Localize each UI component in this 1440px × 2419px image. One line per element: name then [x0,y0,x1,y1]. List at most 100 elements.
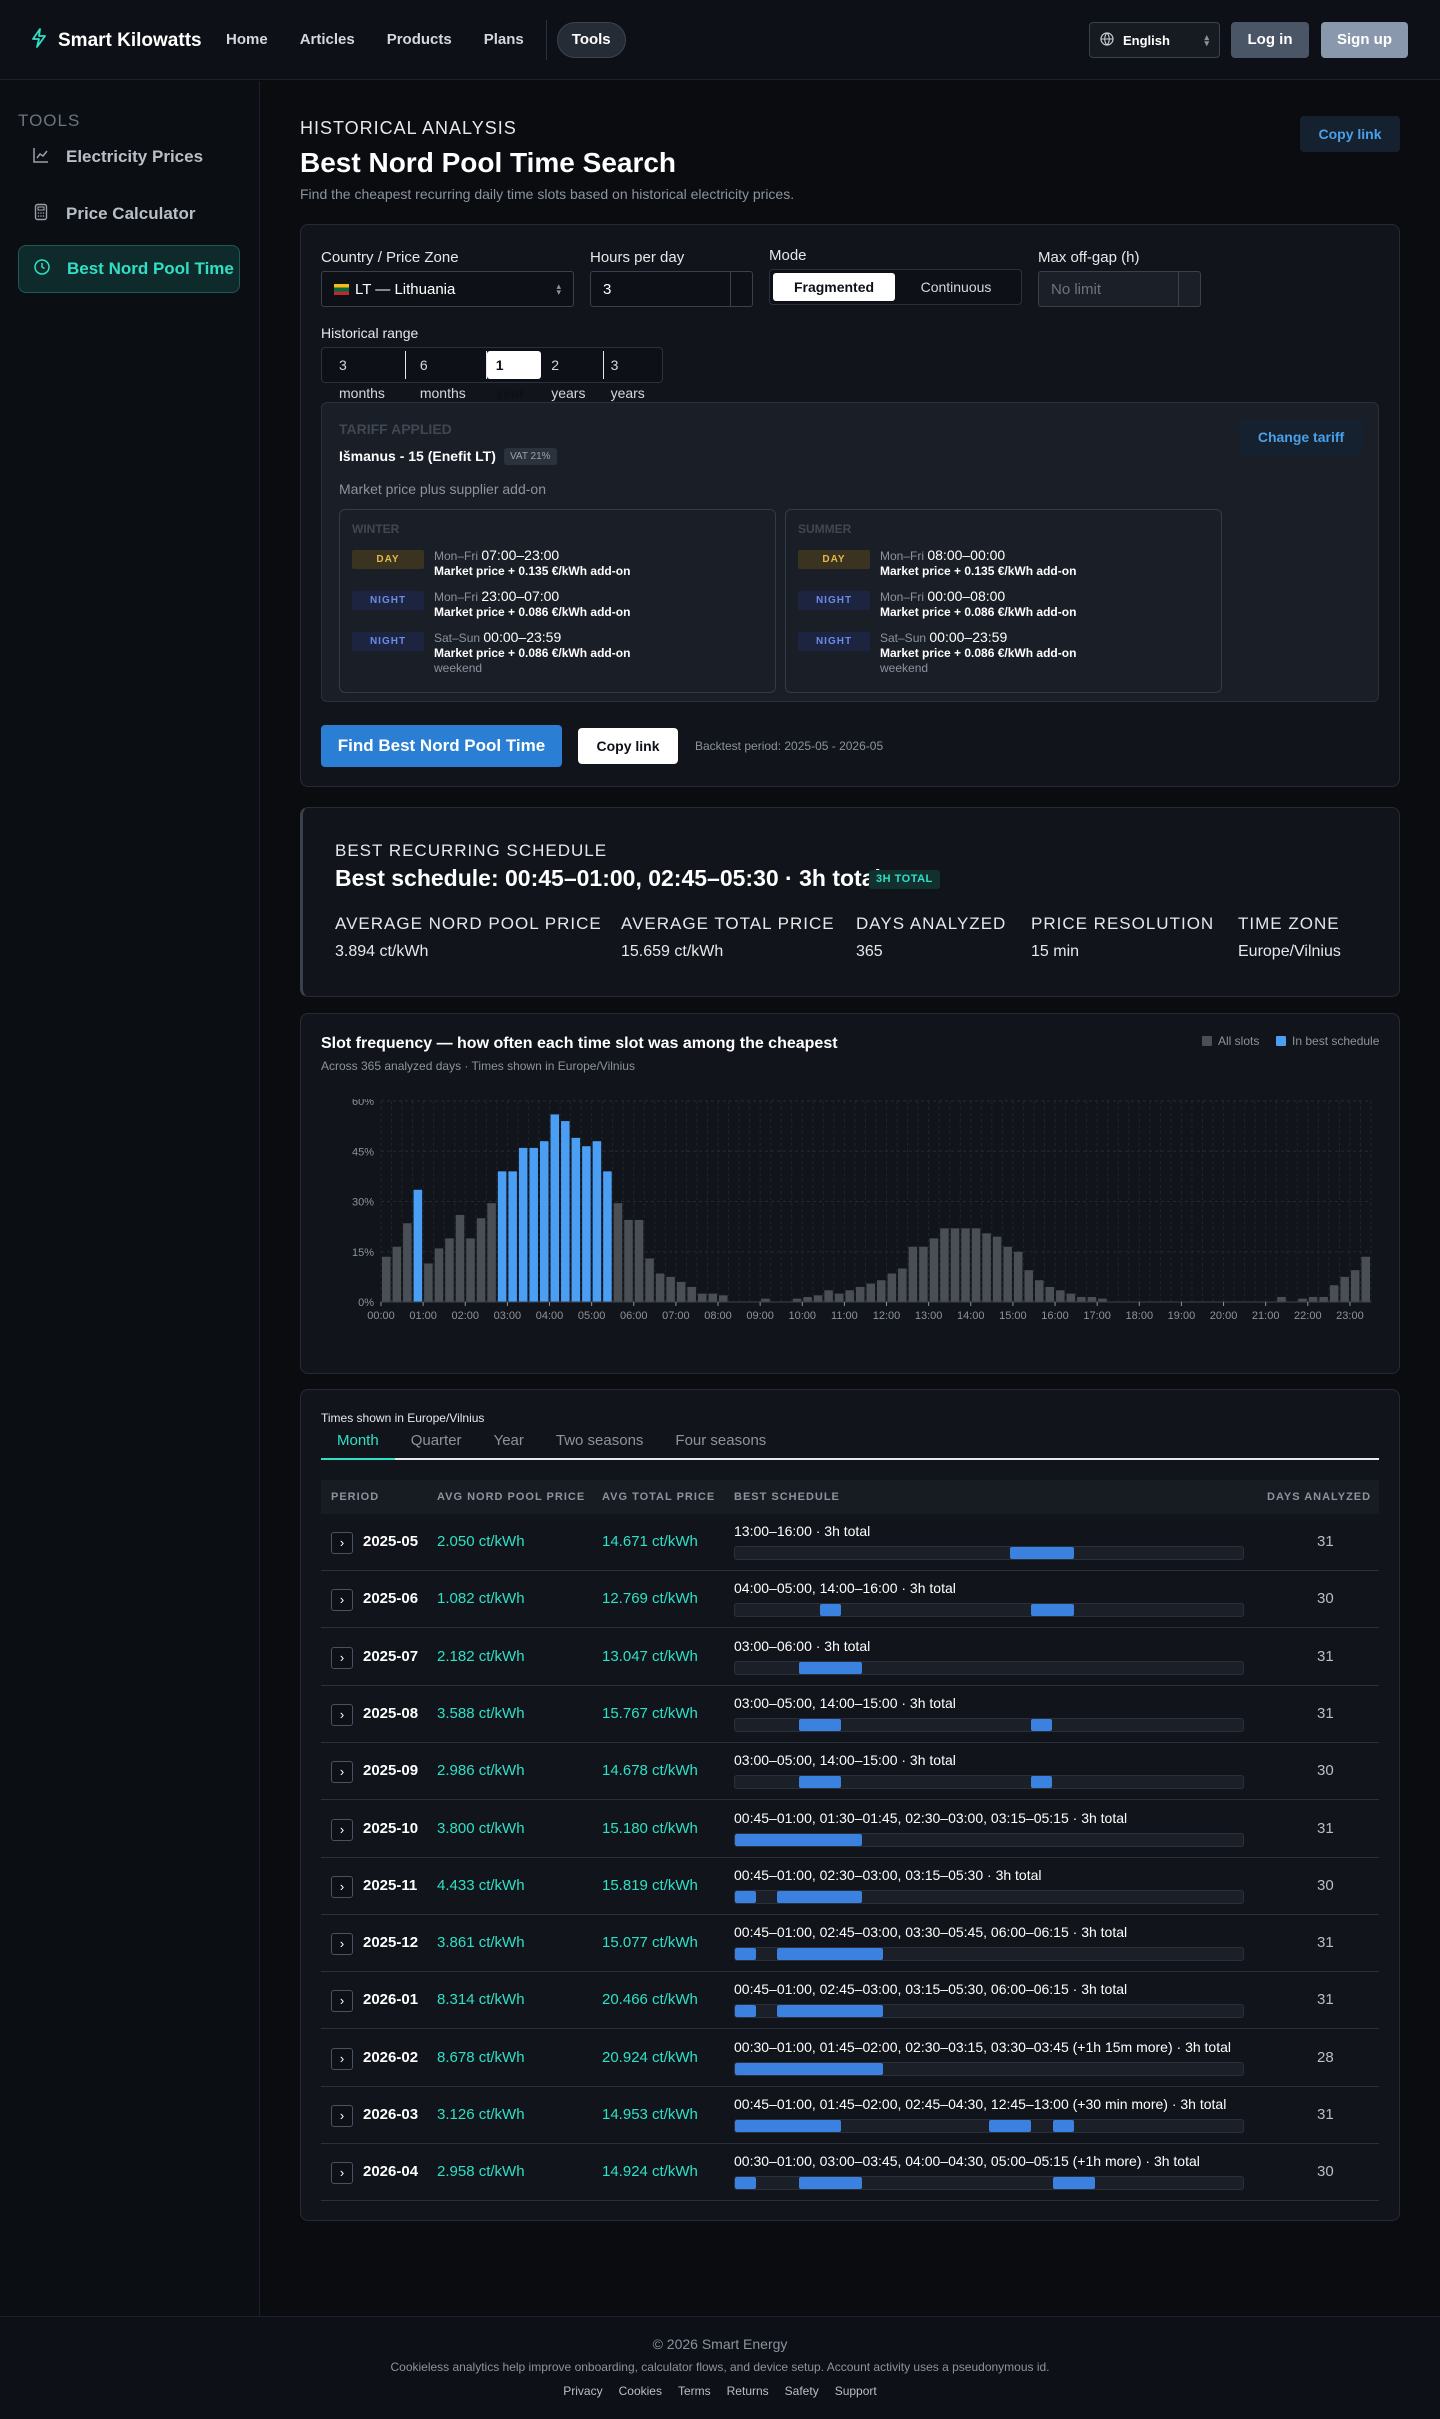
table-row: › 2026-02 8.678 ct/kWh 20.924 ct/kWh 00:30–0… [321,2030,1379,2087]
mode-continuous-button[interactable]: Continuous [920,279,992,295]
footer-link-safety[interactable]: Safety [784,2384,819,2398]
row-avg-nord-pool: 3.126 ct/kWh [437,2106,525,2123]
table-row: › 2025-10 3.800 ct/kWh 15.180 ct/kWh 00:45–0… [321,1801,1379,1858]
column-header: AVG NORD POOL PRICE [437,1491,586,1503]
range-label: Historical range [321,325,419,341]
nav-products[interactable]: Products [386,31,452,48]
gap-stepper[interactable] [1178,272,1200,306]
bar-slot [392,1246,402,1302]
tab-year[interactable]: Year [493,1432,524,1449]
hours-input[interactable]: 3 [590,271,753,307]
expand-row-button[interactable]: › [331,1646,353,1669]
bar-slot [476,1218,486,1302]
gap-input[interactable]: No limit [1038,271,1201,307]
range-toggle: 3 months 6 months 1 year 2 years 3 years [321,347,663,401]
brand-logo[interactable]: Smart Kilowatts [30,28,202,54]
slot-frequency-chart: 0% 15% 30% 45% 60% 00:00 01:00 02:00 03:00 04:00 0… [352,1099,1372,1322]
sidebar-item-label: Price Calculator [66,204,196,223]
footer-link-support[interactable]: Support [834,2384,877,2398]
bar-slot [792,1298,802,1302]
total-hours-badge: 3H TOTAL [869,870,940,889]
row-period: 2025-11 [363,1876,418,1894]
nav-home[interactable]: Home [226,31,268,48]
country-select[interactable]: LT — Lithuania ▴ ▾ [321,271,574,307]
bar-best-slot [582,1146,591,1302]
footer-link-terms[interactable]: Terms [677,2384,711,2398]
range-6-months[interactable]: 6 months [419,357,466,401]
bar-slot [971,1228,981,1302]
schedule-segment [1031,1718,1053,1731]
mode-fragmented-button[interactable]: Fragmented [773,273,895,301]
rule-price: Market price + 0.135 €/kWh add-on [434,564,631,578]
expand-row-button[interactable]: › [331,1532,353,1554]
expand-row-button[interactable]: › [331,2162,353,2185]
sidebar-item-price-calculator[interactable]: Price Calculator [18,190,240,238]
rule-time: 00:00–23:59 [929,629,1008,645]
bar-slot [1350,1270,1360,1302]
signup-button[interactable]: Sign up [1321,22,1408,58]
rule-price: Market price + 0.086 €/kWh add-on [880,605,1077,619]
nav-tools[interactable]: Tools [556,22,626,58]
expand-row-button[interactable]: › [331,1589,353,1612]
sidebar-item-best-nord-pool-time[interactable]: Best Nord Pool Time [18,245,240,293]
bar-slot [1098,1298,1107,1302]
find-button[interactable]: Find Best Nord Pool Time [321,725,562,767]
sidebar-item-electricity-prices[interactable]: Electricity Prices [18,133,240,181]
stat-label: TIME ZONE [1238,914,1340,933]
tab-four-seasons[interactable]: Four seasons [675,1432,767,1449]
copy-link-button[interactable]: Copy link [1300,116,1400,152]
row-schedule: 03:00–05:00, 14:00–15:00 · 3h total [734,1694,956,1711]
table-row: › 2025-08 3.588 ct/kWh 15.767 ct/kWh 03:00–0… [321,1686,1379,1743]
expand-row-button[interactable]: › [331,1818,353,1841]
bar-slot [634,1219,644,1302]
footer-link-cookies[interactable]: Cookies [618,2384,662,2398]
footer-copyright: © 2026 Smart Energy [652,2336,788,2352]
row-schedule: 00:30–01:00, 01:45–02:00, 02:30–03:15, 0… [734,2038,1231,2055]
sidebar-item-label: Best Nord Pool Time [67,259,234,278]
row-avg-total: 20.924 ct/kWh [602,2048,698,2066]
rule-days: Mon–Fri [880,549,925,563]
language-select[interactable]: English ▴ ▾ [1089,22,1220,58]
bar-slot [950,1228,960,1302]
copy-link-button-secondary[interactable]: Copy link [578,728,678,764]
x-tick-label: 03:00 [494,1310,522,1322]
bar-slot [1298,1298,1307,1302]
expand-row-button[interactable]: › [331,1990,353,2013]
range-1-year[interactable]: 1 year [486,351,542,401]
range-3-months[interactable]: 3 months [339,357,385,401]
brand-name: Smart Kilowatts [58,30,202,51]
row-avg-total: 14.671 ct/kWh [602,1533,698,1550]
rule-time: 00:00–08:00 [927,588,1006,604]
bar-slot [877,1280,886,1302]
expand-row-button[interactable]: › [331,2105,353,2127]
footer-link-privacy[interactable]: Privacy [563,2384,603,2398]
row-schedule: 00:45–01:00, 02:45–03:00, 03:15–05:30, 0… [734,1981,1128,1998]
tab-two-seasons[interactable]: Two seasons [555,1432,644,1449]
x-tick-label: 09:00 [746,1310,774,1322]
tariff-description: Market price plus supplier add-on [339,481,546,497]
tab-quarter[interactable]: Quarter [410,1432,462,1449]
expand-row-button[interactable]: › [331,1761,353,1784]
login-button[interactable]: Log in [1231,22,1309,58]
nav-plans[interactable]: Plans [483,31,524,48]
range-3-years[interactable]: 3 years [610,357,645,401]
tab-month[interactable]: Month [321,1432,395,1460]
expand-row-button[interactable]: › [331,1875,353,1898]
expand-row-button[interactable]: › [331,1933,353,1956]
hours-stepper[interactable] [730,272,752,306]
row-schedule: 04:00–05:00, 14:00–16:00 · 3h total [734,1580,956,1597]
timezone-note: Times shown in Europe/Vilnius [321,1411,485,1425]
expand-row-button[interactable]: › [331,1703,353,1726]
tariff-heading: TARIFF APPLIED [339,421,452,437]
change-tariff-button[interactable]: Change tariff [1239,419,1363,455]
range-divider [404,351,406,379]
schedule-segment [735,2120,841,2132]
tariff-rule: NIGHT Sat–Sun 00:00–23:59 Market price + … [352,630,630,676]
footer-link-returns[interactable]: Returns [726,2384,769,2398]
lithuania-flag-icon [334,283,349,295]
nav-articles[interactable]: Articles [299,31,355,48]
range-2-years[interactable]: 2 years [551,357,586,401]
row-period: 2025-05 [363,1533,419,1550]
expand-row-button[interactable]: › [331,2047,353,2070]
legend-label: All slots [1218,1034,1260,1048]
